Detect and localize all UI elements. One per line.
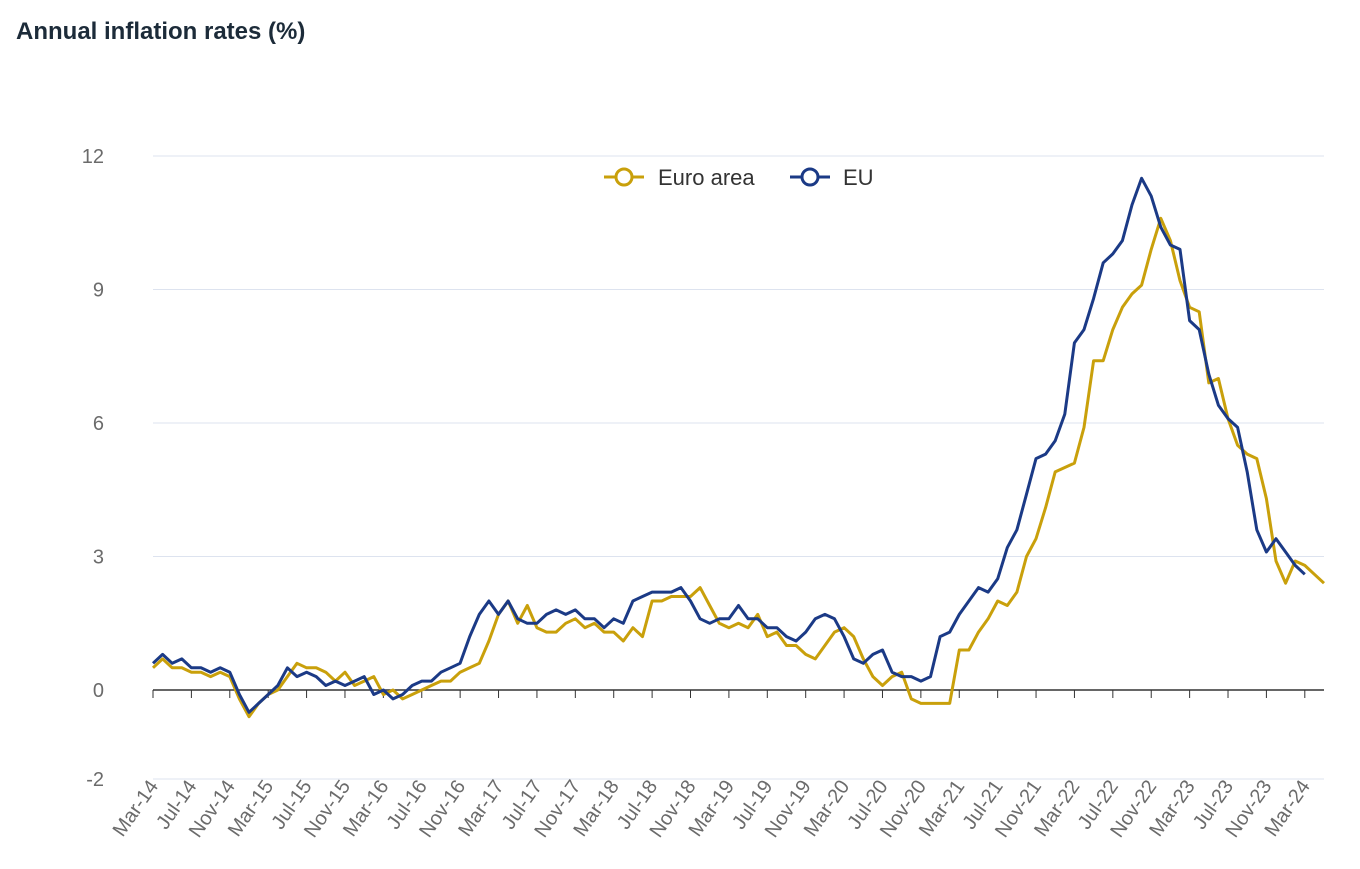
legend-item-euro-area: Euro area: [604, 165, 755, 190]
y-tick-label: 9: [93, 280, 104, 302]
legend-item-eu: EU: [790, 165, 874, 190]
y-tick-label: 6: [93, 413, 104, 435]
y-tick-label: 0: [93, 680, 104, 702]
x-tick-label: Mar-14: [109, 776, 163, 841]
y-tick-label: 12: [82, 146, 104, 168]
y-tick-label: 3: [93, 547, 104, 569]
series-line-euro-area: [151, 216, 1326, 719]
legend-marker: [614, 167, 634, 187]
legend-marker: [800, 167, 820, 187]
legend-label: Euro area: [658, 165, 755, 190]
chart-title: Annual inflation rates (%): [16, 18, 306, 45]
y-tick-label: -2: [86, 769, 104, 791]
series-line-eu: [151, 176, 1306, 714]
legend-label: EU: [843, 165, 874, 190]
